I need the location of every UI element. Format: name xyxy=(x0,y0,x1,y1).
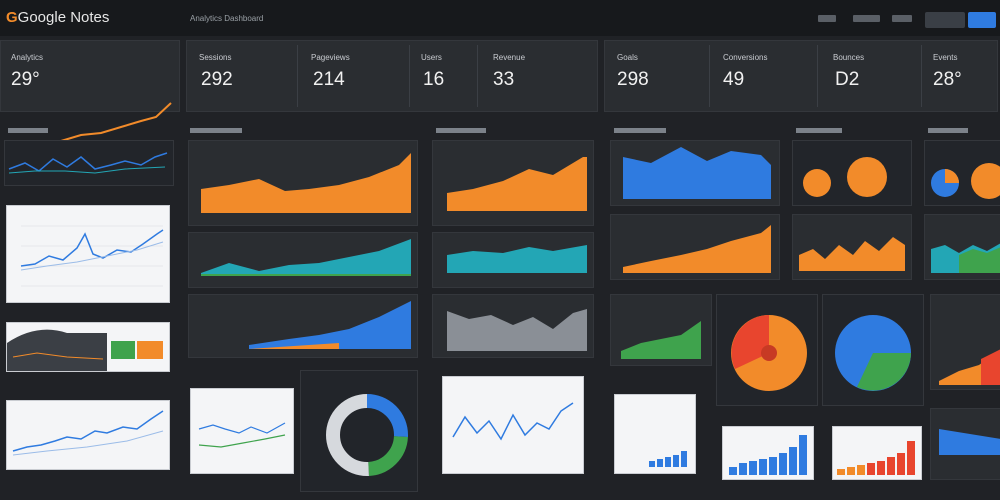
mixed-chart-card xyxy=(6,322,170,372)
breadcrumb[interactable]: Analytics Dashboard xyxy=(190,14,264,23)
line-chart-card-1 xyxy=(6,205,170,303)
orange-area-panel-3 xyxy=(792,214,912,280)
kpi-value: 33 xyxy=(493,69,515,90)
bar-chart xyxy=(837,441,915,475)
kpi-panel-right: Goals 298 Conversions 49 Bounces D2 Even… xyxy=(604,40,998,112)
audience-line-chart xyxy=(8,152,168,174)
teal-area-chart xyxy=(201,239,411,276)
kpi-label: Events xyxy=(933,53,958,62)
divider xyxy=(297,45,298,107)
donut-chart xyxy=(326,394,408,476)
gray-area-panel xyxy=(432,294,594,358)
blue-area-panel-3 xyxy=(930,408,1000,480)
divider xyxy=(709,45,710,107)
blue-area-panel xyxy=(188,294,418,358)
pie-chart xyxy=(931,163,1000,199)
line-chart xyxy=(20,225,164,287)
acquisition-panel xyxy=(188,140,418,226)
divider xyxy=(817,45,818,107)
app-title: Google Notes xyxy=(17,9,110,26)
green-area-chart xyxy=(621,321,701,359)
pie-panel-1 xyxy=(716,294,818,406)
orange-area-chart xyxy=(799,237,905,271)
area-bar-chart xyxy=(7,329,163,371)
circles-panel xyxy=(792,140,912,206)
divider xyxy=(409,45,410,107)
top-bar xyxy=(0,0,1000,36)
divider xyxy=(477,45,478,107)
kpi-panel-main: Analytics 29° xyxy=(0,40,180,146)
bar-chart-card-1 xyxy=(614,394,696,474)
panel-title-bar xyxy=(614,128,666,133)
kpi-value: 49 xyxy=(723,69,745,90)
blue-area-chart xyxy=(249,301,411,349)
pie-chart xyxy=(835,315,911,391)
line-chart-card-2 xyxy=(6,400,170,470)
traffic-panel xyxy=(188,232,418,288)
kpi-value: 292 xyxy=(201,69,233,90)
donut-panel-right xyxy=(924,140,1000,206)
panel-title-bar xyxy=(436,128,486,133)
kpi-label: Pageviews xyxy=(311,53,350,62)
area-chart xyxy=(931,243,1000,273)
audience-panel xyxy=(4,140,174,186)
line-chart-card-3 xyxy=(442,376,584,474)
toolbar-button[interactable] xyxy=(925,12,965,28)
toolbar-link-3[interactable] xyxy=(858,15,880,22)
orange-area-chart xyxy=(201,153,411,213)
bar-chart xyxy=(729,435,807,475)
teal-area-chart xyxy=(447,245,587,273)
toolbar-link-4[interactable] xyxy=(892,15,912,22)
orange-area-panel-4 xyxy=(930,294,1000,390)
bar-chart-card-3 xyxy=(832,426,922,480)
pie-panel-2 xyxy=(822,294,924,406)
bubble-chart xyxy=(803,157,887,197)
divider xyxy=(921,45,922,107)
primary-button[interactable] xyxy=(968,12,996,28)
panel-title-bar xyxy=(8,128,48,133)
orange-area-chart xyxy=(447,157,587,211)
app-logo[interactable]: GGoogle Notes xyxy=(6,9,109,26)
teal-green-panel xyxy=(924,214,1000,280)
blue-area-chart xyxy=(939,429,1000,455)
gray-area-chart xyxy=(447,309,587,351)
orange-area-panel-2 xyxy=(610,214,780,280)
toolbar-link-1[interactable] xyxy=(818,15,836,22)
kpi-value: 298 xyxy=(617,69,649,90)
kpi-panel-group: Sessions 292 Pageviews 214 Users 16 Reve… xyxy=(186,40,598,112)
small-line-card xyxy=(190,388,294,474)
kpi-label: Analytics xyxy=(11,53,44,62)
kpi-label: Goals xyxy=(617,53,638,62)
kpi-label: Bounces xyxy=(833,53,865,62)
orange-area-panel xyxy=(432,140,594,226)
panel-title-bar xyxy=(190,128,242,133)
teal-area-panel xyxy=(432,232,594,288)
kpi-value: D2 xyxy=(835,69,860,90)
kpi-label: Revenue xyxy=(493,53,526,62)
bar-chart-card-2 xyxy=(722,426,814,480)
donut-panel xyxy=(300,370,418,492)
green-area-panel xyxy=(610,294,712,366)
toolbar-link-2[interactable] xyxy=(853,15,861,22)
kpi-value: 214 xyxy=(313,69,345,90)
line-chart xyxy=(452,402,574,441)
kpi-label: Sessions xyxy=(199,53,232,62)
panel-title-bar xyxy=(928,128,968,133)
blue-area-panel-2 xyxy=(610,140,780,206)
orange-area-chart xyxy=(939,349,1000,385)
orange-area-chart xyxy=(623,225,771,273)
kpi-value: 29° xyxy=(11,69,40,90)
kpi-label: Users xyxy=(421,53,442,62)
line-chart xyxy=(198,422,286,448)
pie-chart xyxy=(731,315,807,391)
kpi-value: 28° xyxy=(933,69,962,90)
panel-title-bar xyxy=(796,128,842,133)
kpi-label: Conversions xyxy=(723,53,768,62)
bar-chart xyxy=(649,451,687,467)
blue-area-chart xyxy=(623,147,771,199)
line-chart xyxy=(12,410,164,456)
kpi-value: 16 xyxy=(423,69,445,90)
notes-logo-icon: G xyxy=(6,9,18,26)
